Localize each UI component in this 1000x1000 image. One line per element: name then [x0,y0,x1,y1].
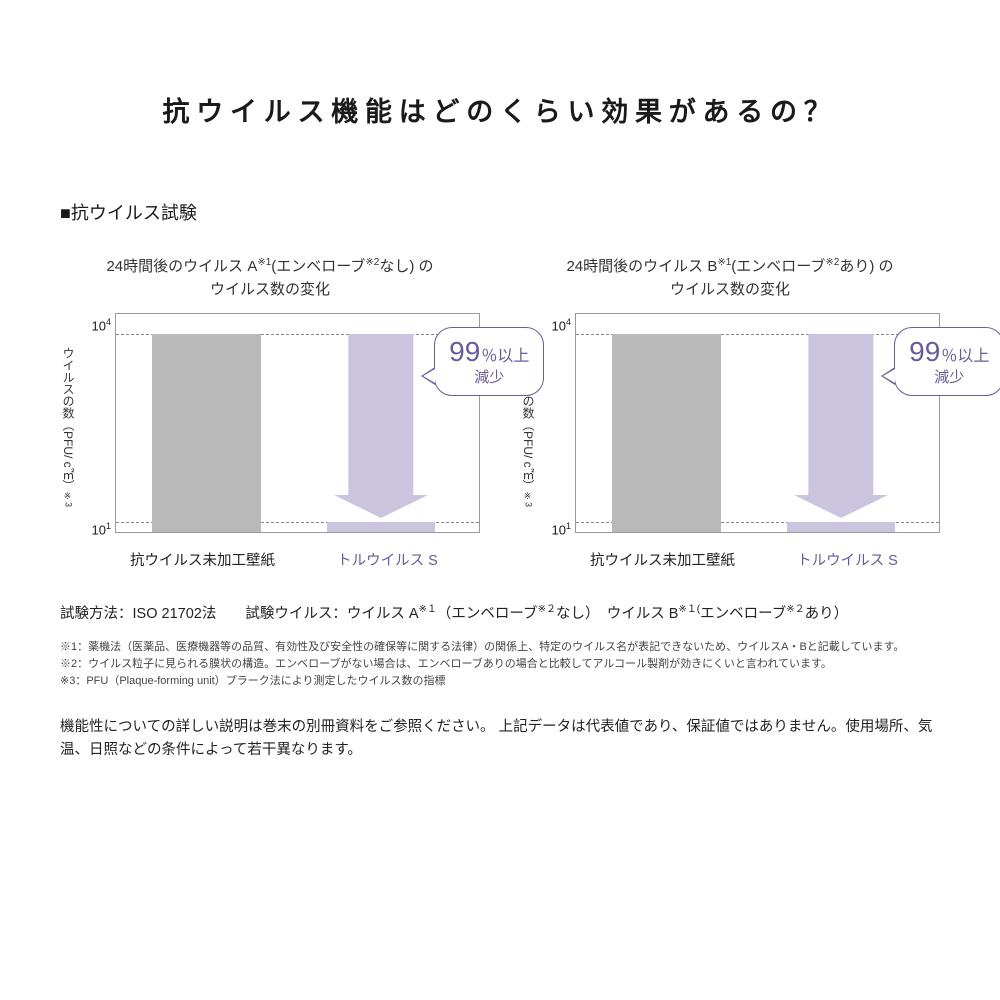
footnotes: ※1：薬機法（医薬品、医療機器等の品質、有効性及び安全性の確保等に関する法律）の… [60,639,940,690]
reduction-callout: 99％以上減少 [894,327,1000,396]
x-axis-labels: 抗ウイルス未加工壁紙トルウイルス S [60,549,480,570]
reduction-callout: 99％以上減少 [434,327,544,396]
y-tick: 101 [539,521,571,537]
spacer [60,549,110,570]
callout-unit: ％以上 [481,348,529,365]
callout-tail-icon [421,367,435,385]
footnote-line: ※3：PFU（Plaque-forming unit）プラーク法により測定したウ… [60,673,940,690]
chart-wrap: ウイルスの数（PFU/ c㎡）※3104 10199％以上減少 [60,313,480,541]
y-axis-ticks: 104 101 [79,313,115,541]
method-line: 試験方法：ISO 21702法 試験ウイルス：ウイルス A※１（エンベローブ※２… [60,600,940,623]
x-label: 抗ウイルス未加工壁紙 [570,549,755,570]
y-axis-ticks: 104 101 [539,313,575,541]
arrow-down-icon [348,334,413,495]
chart-cell: 24時間後のウイルス B※1(エンベローブ※2あり) のウイルス数の変化ウイルス… [520,255,940,570]
section-title: ■抗ウイルス試験 [60,199,940,225]
x-labels-inner: 抗ウイルス未加工壁紙トルウイルス S [570,549,940,570]
bar [152,334,261,532]
spacer [520,549,570,570]
bar [612,334,721,532]
x-label: トルウイルス S [295,549,480,570]
chart-caption: 24時間後のウイルス B※1(エンベローブ※2あり) のウイルス数の変化 [520,255,940,303]
callout-sub: 減少 [449,366,529,387]
callout-sub: 減少 [909,366,989,387]
page-title: 抗ウイルス機能はどのくらい効果があるの？ [60,90,940,129]
arrow-head-icon [794,495,888,518]
callout-unit: ％以上 [941,348,989,365]
bar [327,522,436,532]
chart-caption: 24時間後のウイルス A※1(エンベローブ※2なし) のウイルス数の変化 [60,255,480,303]
chart-plot: 99％以上減少 [575,313,940,533]
callout-percent: 99 [449,336,480,368]
chart-wrap: ウイルスの数（PFU/ c㎡）※310410199％以上減少 [520,313,940,541]
callout-tail-fill [423,369,435,383]
chart-plot: 99％以上減少 [115,313,480,533]
x-label: トルウイルス S [755,549,940,570]
callout-tail-fill [883,369,895,383]
footnote-line: ※2：ウイルス粒子に見られる膜状の構造。エンベローブがない場合は、エンベローブあ… [60,656,940,673]
footnote-line: ※1：薬機法（医薬品、医療機器等の品質、有効性及び安全性の確保等に関する法律）の… [60,639,940,656]
y-tick: 104 [79,317,111,333]
arrow-down-icon [808,334,873,495]
y-axis-label: ウイルスの数（PFU/ c㎡）※3 [60,313,79,541]
y-tick: 104 [539,317,571,333]
charts-row: 24時間後のウイルス A※1(エンベローブ※2なし) のウイルス数の変化ウイルス… [60,255,940,570]
x-labels-inner: 抗ウイルス未加工壁紙トルウイルス S [110,549,480,570]
disclaimer: 機能性についての詳しい説明は巻末の別冊資料をご参照ください。 上記データは代表値… [60,716,940,762]
arrow-head-icon [334,495,428,518]
bar [787,522,896,532]
x-axis-labels: 抗ウイルス未加工壁紙トルウイルス S [520,549,940,570]
callout-tail-icon [881,367,895,385]
y-tick: 101 [79,521,111,537]
chart-cell: 24時間後のウイルス A※1(エンベローブ※2なし) のウイルス数の変化ウイルス… [60,255,480,570]
callout-percent: 99 [909,336,940,368]
x-label: 抗ウイルス未加工壁紙 [110,549,295,570]
